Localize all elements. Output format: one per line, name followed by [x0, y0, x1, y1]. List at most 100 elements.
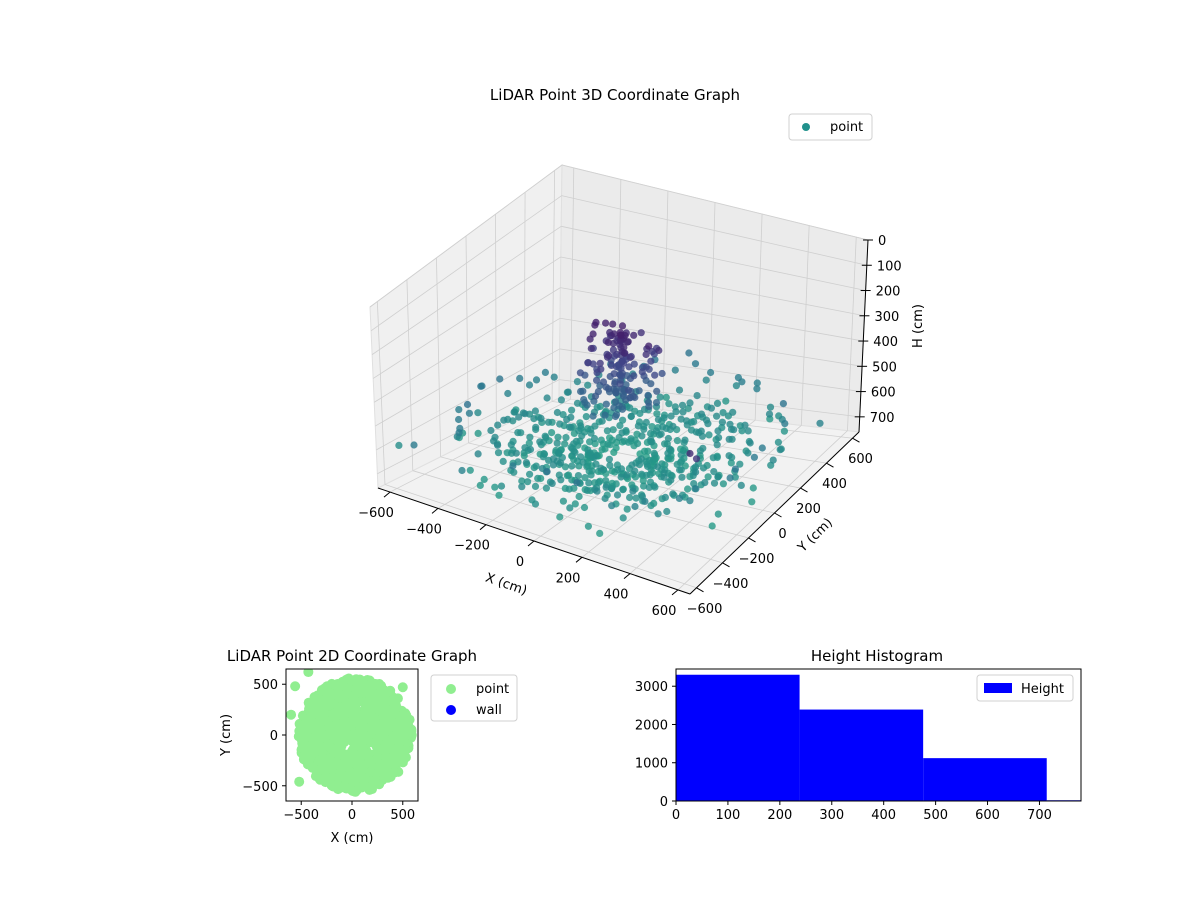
point-marker: [685, 349, 693, 357]
point-marker: [765, 410, 774, 418]
point-marker: [510, 408, 518, 416]
chart-3d: LiDAR Point 3D Coordinate Graph −600 −400…: [358, 86, 926, 619]
legend-2d-label-wall: wall: [476, 703, 502, 718]
legend-3d-frame: [788, 113, 873, 141]
point-marker: [645, 342, 653, 350]
point-marker: [627, 435, 635, 443]
point-marker: [458, 466, 466, 475]
point-marker: [619, 486, 627, 494]
x-tick: [479, 524, 487, 531]
point-marker: [654, 463, 662, 471]
point-2d-marker: [365, 782, 376, 793]
point-marker: [619, 416, 627, 424]
z-tick-label: 100: [877, 259, 902, 274]
point-marker: [713, 441, 721, 449]
y-tick: [800, 487, 808, 493]
point-marker: [613, 491, 622, 499]
point-marker: [667, 412, 675, 420]
point-2d-marker: [353, 709, 364, 720]
point-marker: [719, 409, 727, 417]
point-2d-marker: [360, 703, 371, 714]
point-marker: [553, 408, 562, 417]
point-marker: [617, 473, 625, 481]
point-marker: [635, 387, 643, 395]
point-2d-marker: [397, 682, 408, 693]
grid-line-z-left: [372, 256, 562, 379]
point-marker: [589, 412, 597, 420]
x-tick-label: 600: [652, 604, 677, 619]
point-marker: [548, 479, 556, 487]
point-marker: [512, 449, 520, 457]
y-tick: [722, 562, 730, 568]
point-marker: [731, 465, 740, 473]
point-marker: [518, 477, 526, 485]
point-marker: [510, 468, 518, 476]
y-tick-label: 200: [796, 502, 821, 517]
point-marker: [516, 374, 524, 382]
point-marker: [586, 449, 594, 457]
point-marker: [580, 396, 588, 404]
point-marker: [650, 449, 658, 457]
point-marker: [690, 418, 698, 426]
point-marker: [678, 401, 687, 409]
point-marker: [563, 472, 572, 480]
point-marker: [514, 429, 522, 437]
point-marker: [725, 435, 733, 443]
point-marker: [480, 475, 488, 483]
point-marker: [557, 459, 565, 467]
x-tick-label-hist: 500: [923, 808, 948, 823]
point-2d-marker: [326, 756, 337, 767]
point-marker: [693, 392, 701, 400]
point-marker: [699, 464, 708, 472]
point-marker: [686, 399, 694, 407]
grid-line-z: [561, 195, 867, 266]
point-marker: [621, 349, 629, 357]
point-marker: [719, 480, 728, 488]
grid-line-y: [412, 470, 723, 564]
point-marker: [602, 483, 610, 491]
legend-histogram: Height: [976, 674, 1074, 702]
point-marker: [596, 529, 604, 538]
point-marker: [557, 396, 566, 404]
point-2d-marker: [375, 731, 386, 741]
point-marker: [684, 404, 692, 413]
point-marker: [521, 410, 529, 418]
point-marker: [531, 407, 540, 415]
point-marker: [590, 434, 599, 443]
x-tick-label-hist: 400: [871, 808, 896, 823]
point-marker: [626, 394, 634, 402]
point-marker: [606, 461, 614, 469]
x-tick: [575, 556, 583, 563]
point-marker: [734, 374, 743, 382]
point-marker: [587, 471, 595, 479]
point-marker: [713, 412, 721, 420]
point-marker: [559, 497, 568, 505]
point-marker: [727, 459, 735, 467]
point-marker: [618, 322, 627, 330]
legend-2d-label-point: point: [476, 682, 509, 697]
point-marker: [654, 510, 662, 518]
point-marker: [647, 435, 655, 444]
point-marker: [487, 426, 495, 435]
pane-back: [558, 164, 869, 433]
points-2d: [286, 669, 417, 797]
point-2d-marker: [332, 718, 343, 729]
grid-line-y-left: [495, 214, 497, 430]
point-marker: [515, 413, 523, 421]
point-marker: [718, 418, 727, 426]
point-marker: [624, 386, 633, 394]
point-marker: [642, 350, 650, 359]
x-tick-label-hist: 300: [819, 808, 844, 823]
z-tick-label: 500: [872, 360, 897, 375]
point-marker: [631, 473, 640, 481]
point-marker: [774, 438, 783, 446]
point-marker: [626, 404, 634, 412]
point-marker: [584, 522, 593, 530]
point-marker: [637, 329, 645, 337]
point-2d-marker: [318, 763, 329, 774]
point-marker: [714, 427, 722, 435]
point-marker: [628, 461, 636, 469]
point-2d-marker: [363, 748, 374, 759]
point-marker: [608, 502, 616, 510]
point-marker: [474, 450, 482, 458]
